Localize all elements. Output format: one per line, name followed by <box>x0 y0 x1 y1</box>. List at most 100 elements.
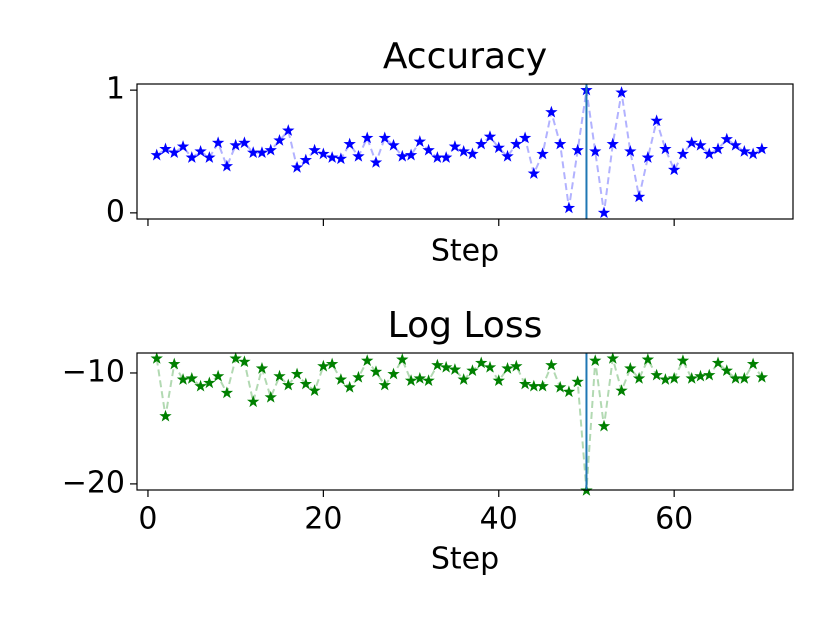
point-marker <box>694 138 707 151</box>
point-marker <box>659 373 672 385</box>
point-marker <box>562 201 576 214</box>
point-marker <box>282 124 295 136</box>
point-marker <box>711 356 725 369</box>
point-marker <box>150 352 163 364</box>
point-marker <box>703 368 716 381</box>
point-marker <box>185 151 198 163</box>
point-marker <box>299 377 313 390</box>
point-marker <box>553 380 567 393</box>
point-marker <box>229 138 242 151</box>
chart-title: Log Loss <box>388 305 543 346</box>
point-marker <box>308 384 321 396</box>
point-marker <box>483 130 497 143</box>
point-marker <box>755 370 769 383</box>
point-marker <box>343 137 356 150</box>
point-marker <box>369 365 383 378</box>
point-marker <box>220 386 234 399</box>
point-marker <box>220 159 234 172</box>
x-tick-label: 40 <box>480 502 518 537</box>
point-marker <box>369 156 383 168</box>
point-marker <box>545 358 558 371</box>
x-tick-label: 0 <box>138 502 157 537</box>
point-marker <box>229 352 242 364</box>
point-marker <box>466 364 479 377</box>
point-marker <box>255 146 269 158</box>
point-marker <box>396 353 409 365</box>
point-marker <box>746 147 760 160</box>
point-marker <box>282 378 295 391</box>
point-marker <box>615 86 628 98</box>
point-marker <box>624 362 637 374</box>
point-marker <box>422 374 435 386</box>
point-marker <box>185 372 198 384</box>
point-marker <box>703 147 716 160</box>
point-marker <box>168 146 181 158</box>
point-marker <box>606 352 619 364</box>
point-marker <box>352 149 365 162</box>
point-marker <box>238 355 251 368</box>
point-marker <box>176 140 190 152</box>
point-marker <box>439 151 453 163</box>
point-marker <box>518 131 532 144</box>
point-marker <box>317 359 330 372</box>
point-marker <box>247 395 260 408</box>
point-marker <box>562 385 576 398</box>
x-axis-label: Step <box>431 542 499 577</box>
point-marker <box>457 145 470 157</box>
point-marker <box>299 153 313 166</box>
point-marker <box>667 372 681 384</box>
point-marker <box>571 375 584 388</box>
point-marker <box>536 147 549 160</box>
point-marker <box>176 373 190 385</box>
point-marker <box>545 105 558 118</box>
point-marker <box>343 380 356 393</box>
point-marker <box>729 138 742 151</box>
point-marker <box>361 131 374 144</box>
point-marker <box>746 357 760 370</box>
point-marker <box>211 136 225 149</box>
x-axis-label: Step <box>431 234 499 269</box>
point-marker <box>536 379 549 392</box>
point-marker <box>150 148 163 161</box>
point-marker <box>413 135 427 147</box>
y-tick-label: −10 <box>62 354 125 389</box>
point-marker <box>387 138 400 151</box>
point-marker <box>194 379 207 392</box>
point-marker <box>290 367 304 380</box>
point-marker <box>439 360 453 373</box>
point-marker <box>667 163 681 176</box>
point-marker <box>720 132 733 145</box>
point-marker <box>334 373 348 385</box>
point-marker <box>597 206 611 219</box>
point-marker <box>159 409 172 422</box>
point-marker <box>431 151 444 163</box>
point-marker <box>308 143 321 156</box>
point-marker <box>378 378 391 391</box>
x-tick-label: 20 <box>304 502 342 537</box>
point-marker <box>492 141 505 154</box>
series-line <box>155 357 763 491</box>
point-marker <box>317 147 330 160</box>
point-marker <box>352 370 365 383</box>
point-marker <box>501 149 514 162</box>
point-marker <box>159 142 172 155</box>
point-marker <box>361 354 374 367</box>
point-marker <box>457 373 470 385</box>
point-marker <box>203 376 216 389</box>
point-marker <box>738 372 751 384</box>
point-marker <box>247 146 260 158</box>
point-marker <box>589 145 602 157</box>
point-marker <box>624 145 637 157</box>
y-tick-label: 0 <box>106 194 125 229</box>
point-marker <box>527 379 541 392</box>
point-marker <box>203 151 216 163</box>
point-marker <box>729 372 742 384</box>
point-marker <box>378 131 391 144</box>
point-marker <box>641 151 655 163</box>
point-marker <box>571 143 584 156</box>
point-marker <box>589 354 602 367</box>
point-marker <box>387 367 400 380</box>
point-marker <box>755 142 769 155</box>
point-marker <box>650 114 663 127</box>
point-marker <box>238 136 251 149</box>
